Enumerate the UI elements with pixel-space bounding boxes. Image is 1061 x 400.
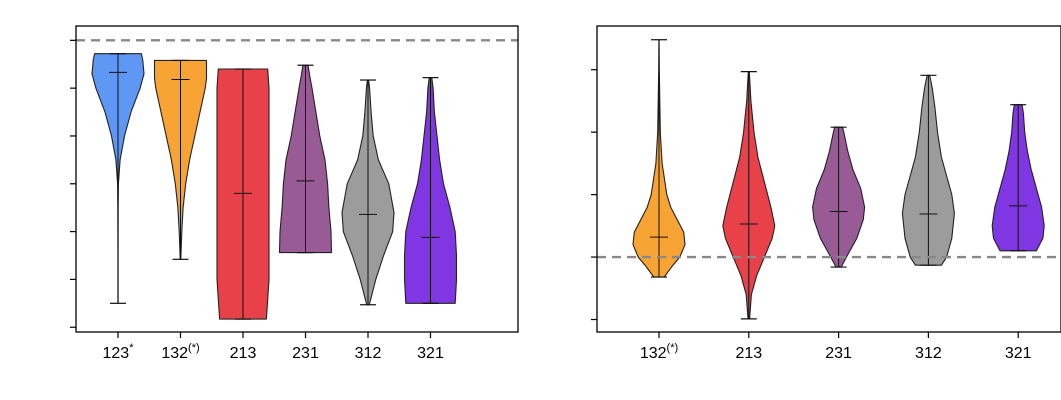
x-tick-label-text: 312	[915, 345, 942, 362]
x-tick-label-text: 132	[161, 345, 188, 362]
x-tick-label-superscript: (*)	[188, 342, 200, 354]
x-tick-label-superscript: (*)	[667, 342, 679, 354]
x-tick-label-text: 231	[292, 345, 319, 362]
x-tick-label-text: 123	[103, 345, 130, 362]
x-tick-label-superscript: *	[129, 342, 134, 354]
plot-frame	[75, 25, 519, 333]
identifiability-panel: 123* 132(*) 213 231 312 321	[70, 25, 519, 362]
x-tick-label: 231	[825, 345, 852, 362]
x-tick-label: 321	[1005, 345, 1032, 362]
x-tick-label: 312	[355, 345, 382, 362]
x-tick-label-text: 312	[355, 345, 382, 362]
x-tick-label: 213	[735, 345, 762, 362]
x-tick-label: 321	[417, 345, 444, 362]
model-fits-panel: 132(*) 213 231 312 321	[591, 25, 1061, 362]
x-tick-label-text: 321	[417, 345, 444, 362]
x-tick-label: 312	[915, 345, 942, 362]
x-tick-label-text: 213	[735, 345, 762, 362]
x-tick-label: 132(*)	[161, 342, 199, 362]
x-tick-label: 231	[292, 345, 319, 362]
x-tick-label: 123*	[103, 342, 135, 362]
x-tick-label: 132(*)	[640, 342, 678, 362]
x-tick-label-text: 213	[230, 345, 257, 362]
x-tick-label-text: 321	[1005, 345, 1032, 362]
x-tick-label-text: 231	[825, 345, 852, 362]
x-tick-label-text: 132	[640, 345, 667, 362]
x-tick-label: 213	[230, 345, 257, 362]
plot-frame	[596, 25, 1061, 333]
